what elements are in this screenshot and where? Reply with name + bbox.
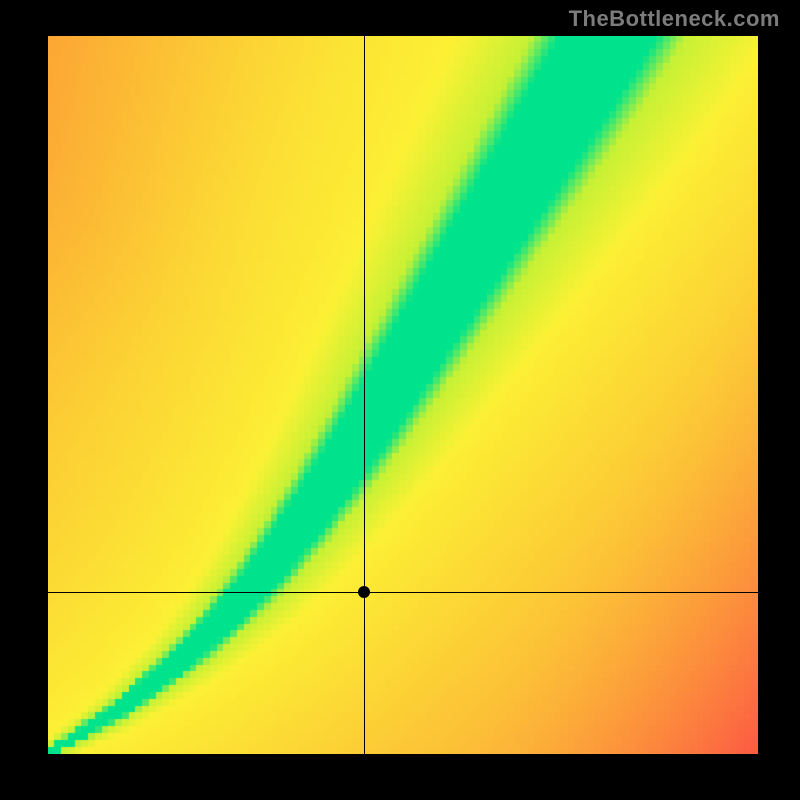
- crosshair-horizontal: [48, 592, 758, 593]
- crosshair-vertical: [364, 36, 365, 754]
- watermark-text: TheBottleneck.com: [569, 6, 780, 32]
- outer-frame: TheBottleneck.com: [0, 0, 800, 800]
- crosshair-marker: [358, 586, 370, 598]
- heatmap-canvas: [48, 36, 758, 754]
- heatmap-plot: [48, 36, 758, 754]
